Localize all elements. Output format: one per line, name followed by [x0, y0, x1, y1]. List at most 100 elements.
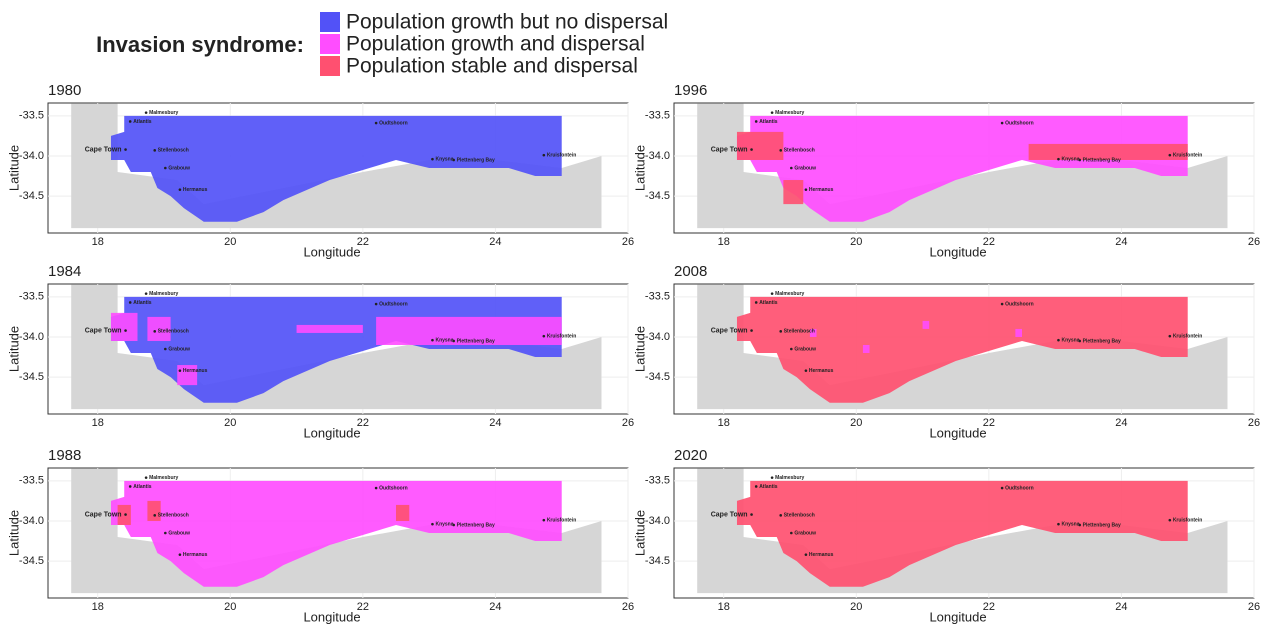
town-dot [153, 149, 157, 152]
town-label: Atlantis [133, 300, 152, 306]
town-label: Grabouw [794, 530, 816, 536]
town-dot [1168, 334, 1172, 338]
town-label: Malmesbury [775, 291, 804, 297]
x-axis-label: Longitude [303, 244, 360, 259]
town-label: Knysna [1061, 157, 1079, 163]
y-tick-label: -34.0 [645, 331, 670, 343]
y-tick-label: -34.0 [645, 150, 670, 162]
x-tick-label: 22 [983, 601, 995, 613]
town-label: Knysna [1061, 522, 1079, 528]
legend-swatch [320, 34, 340, 54]
town-dot [779, 330, 783, 333]
town-label: Grabouw [794, 346, 816, 352]
x-axis-label: Longitude [929, 425, 986, 440]
syndrome-patch [147, 500, 161, 521]
x-tick-label: 18 [92, 601, 104, 613]
land [71, 103, 602, 229]
land [697, 103, 1228, 229]
study-region [736, 480, 1188, 587]
town-dot [124, 513, 127, 516]
x-tick-label: 24 [1115, 236, 1127, 248]
land [71, 284, 602, 410]
town-dot [750, 513, 753, 516]
y-tick-label: -34.5 [19, 190, 44, 202]
town-label: Grabouw [794, 165, 816, 171]
x-tick-label: 26 [622, 601, 634, 613]
syndrome-patch [862, 344, 870, 354]
y-tick-label: -33.5 [645, 291, 670, 303]
town-dot [1057, 338, 1060, 342]
town-dot [124, 148, 127, 151]
town-dot [754, 120, 758, 123]
x-tick-label: 26 [1248, 601, 1260, 613]
town-label: Kruisfontein [1173, 517, 1202, 523]
town-label: Malmesbury [149, 110, 178, 116]
town-label: Malmesbury [149, 291, 178, 297]
legend-swatch [320, 56, 340, 76]
town-dot [779, 514, 783, 517]
town-label: Atlantis [133, 119, 152, 125]
x-tick-label: 26 [622, 417, 634, 429]
x-tick-label: 20 [850, 417, 862, 429]
town-dot [754, 485, 758, 488]
town-dot [374, 302, 378, 306]
y-tick-label: -33.5 [19, 475, 44, 487]
x-axis-label: Longitude [929, 609, 986, 624]
x-axis-label: Longitude [929, 244, 986, 259]
town-dot [790, 531, 793, 535]
town-label: Hermanus [809, 552, 834, 558]
town-label: Malmesbury [775, 475, 804, 481]
town-dot [1078, 339, 1081, 343]
legend-label: Population stable and dispersal [346, 55, 638, 78]
x-tick-label: 22 [357, 601, 369, 613]
town-label: Plettenberg Bay [457, 338, 495, 344]
town-label: Plettenberg Bay [457, 157, 495, 163]
town-label: Kruisfontein [1173, 152, 1202, 158]
town-label: Kruisfontein [547, 152, 576, 158]
town-label: Knysna [435, 338, 453, 344]
syndrome-patch [1015, 328, 1022, 337]
town-dot [178, 188, 182, 191]
x-tick-label: 22 [357, 236, 369, 248]
town-dot [144, 292, 148, 295]
land [697, 468, 1228, 594]
town-label: Grabouw [168, 165, 190, 171]
y-axis-label: Latitude [632, 510, 647, 556]
town-dot [374, 486, 378, 490]
land [697, 284, 1228, 410]
syndrome-patch [147, 316, 171, 341]
town-label: Stellenbosch [158, 148, 189, 154]
town-dot [431, 522, 434, 526]
syndrome-patch [110, 312, 138, 341]
town-label: Oudtshoorn [379, 301, 408, 307]
town-dot [1000, 121, 1004, 125]
y-tick-label: -34.0 [645, 515, 670, 527]
town-label: Atlantis [759, 484, 778, 490]
town-dot [1057, 522, 1060, 526]
town-dot [790, 166, 793, 170]
syndrome-patch [117, 504, 131, 525]
y-axis-label: Latitude [6, 145, 21, 191]
town-dot [164, 347, 167, 351]
town-dot [804, 188, 808, 191]
x-tick-label: 22 [983, 417, 995, 429]
syndrome-patch [396, 504, 410, 521]
x-tick-label: 18 [718, 601, 730, 613]
town-dot [452, 158, 455, 162]
x-tick-label: 18 [718, 236, 730, 248]
town-label: Knysna [1061, 338, 1079, 344]
town-label: Cape Town [711, 511, 748, 518]
syndrome-patch [1028, 143, 1188, 160]
town-label: Hermanus [183, 187, 208, 193]
town-label: Oudtshoorn [1005, 120, 1034, 126]
x-tick-label: 18 [718, 417, 730, 429]
town-label: Atlantis [759, 300, 778, 306]
town-dot [144, 111, 148, 114]
town-label: Stellenbosch [784, 148, 815, 154]
town-dot [804, 553, 808, 556]
town-label: Atlantis [759, 119, 778, 125]
town-label: Kruisfontein [547, 517, 576, 523]
town-label: Malmesbury [149, 475, 178, 481]
x-tick-label: 22 [357, 417, 369, 429]
y-tick-label: -34.0 [19, 515, 44, 527]
